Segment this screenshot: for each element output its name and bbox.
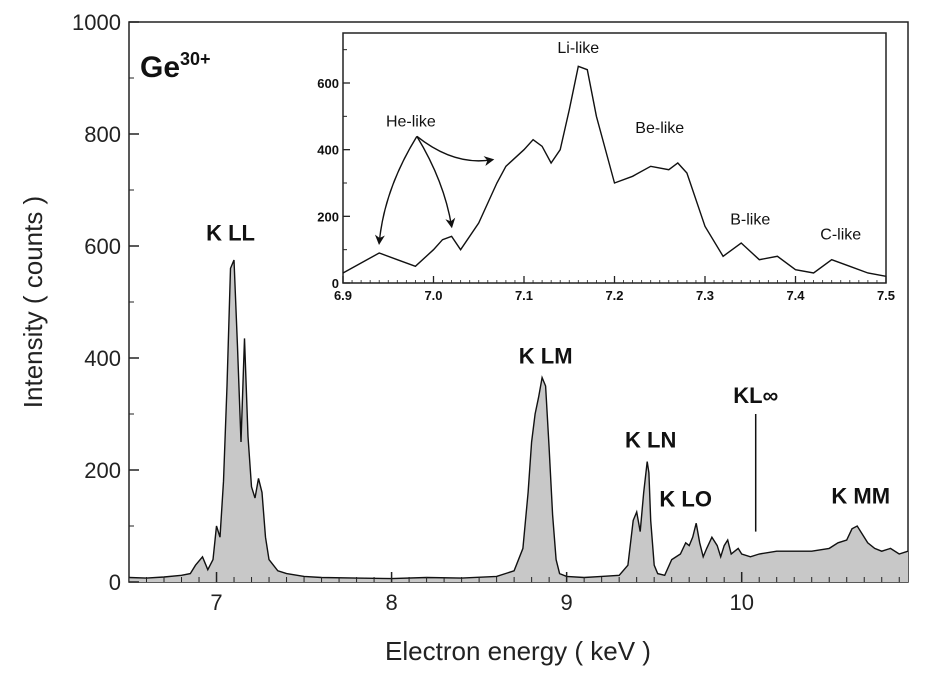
main-y-tick-label: 800 [84, 122, 121, 147]
main-x-tick-label: 7 [210, 590, 222, 615]
main-y-tick-label: 200 [84, 458, 121, 483]
ion-stage-label: B-like [730, 212, 770, 229]
inset-y-tick-label: 400 [317, 143, 339, 158]
main-series-line [128, 259, 909, 580]
he-like-arrow [374, 135, 418, 245]
main-y-tick-label: 600 [84, 234, 121, 259]
peak-label: K LM [519, 344, 573, 369]
ion-stage-label: Be-like [635, 120, 684, 137]
inset-labels: Li-like Be-like B-like C-like He-like [386, 40, 861, 244]
ion-label: Ge30+ [140, 49, 211, 84]
ion-symbol: Ge [140, 51, 180, 84]
y-axis-title: Intensity ( counts ) [18, 196, 48, 408]
main-y-tick-label: 0 [109, 570, 121, 595]
inset-x-tick-label: 7.3 [696, 288, 714, 303]
inset-series-line [342, 65, 887, 277]
inset-x-tick-label: 7.2 [605, 288, 623, 303]
main-x-tick-label: 9 [561, 590, 573, 615]
peak-label: KL∞ [733, 383, 778, 408]
he-like-arrows [374, 135, 495, 245]
ion-charge: 30+ [180, 49, 211, 69]
main-series-area [129, 260, 908, 582]
main-y-axis: 0 200 400 600 800 1000 [72, 10, 139, 595]
peak-label: K LO [659, 486, 712, 511]
main-y-tick-label: 1000 [72, 10, 121, 35]
he-like-arrow [416, 135, 456, 229]
peak-labels: K LL K LM K LN K LO KL∞ K MM [206, 220, 890, 511]
peak-label: K LL [206, 220, 255, 245]
ion-stage-label: C-like [820, 227, 861, 244]
inset-x-tick-label: 7.4 [786, 288, 805, 303]
main-x-tick-label: 10 [729, 590, 753, 615]
inset-x-tick-label: 6.9 [334, 288, 352, 303]
he-like-arrow [416, 135, 495, 166]
inset-x-tick-label: 7.5 [877, 288, 895, 303]
peak-label: K LN [625, 428, 676, 453]
peak-label: K MM [831, 484, 890, 509]
main-x-tick-label: 8 [385, 590, 397, 615]
inset-y-tick-label: 600 [317, 76, 339, 91]
inset-plot: 6.9 7.0 7.1 7.2 7.3 7.4 7.5 0 200 400 600 Li-like… [317, 32, 895, 303]
inset-x-tick-label: 7.0 [424, 288, 442, 303]
main-x-axis: 7 8 9 10 [128, 572, 900, 615]
main-y-tick-label: 400 [84, 346, 121, 371]
ion-stage-label: Li-like [557, 40, 599, 57]
main-series-group [128, 259, 909, 582]
ion-stage-label: He-like [386, 113, 436, 130]
inset-y-axis: 0 200 400 600 [317, 49, 350, 291]
inset-x-tick-label: 7.1 [515, 288, 533, 303]
inset-plot-frame [342, 32, 887, 284]
x-axis-title: Electron energy ( keV ) [385, 636, 651, 666]
inset-y-tick-label: 200 [317, 209, 339, 224]
inset-x-axis: 6.9 7.0 7.1 7.2 7.3 7.4 7.5 [334, 276, 895, 303]
inset-y-tick-label: 0 [332, 276, 339, 291]
